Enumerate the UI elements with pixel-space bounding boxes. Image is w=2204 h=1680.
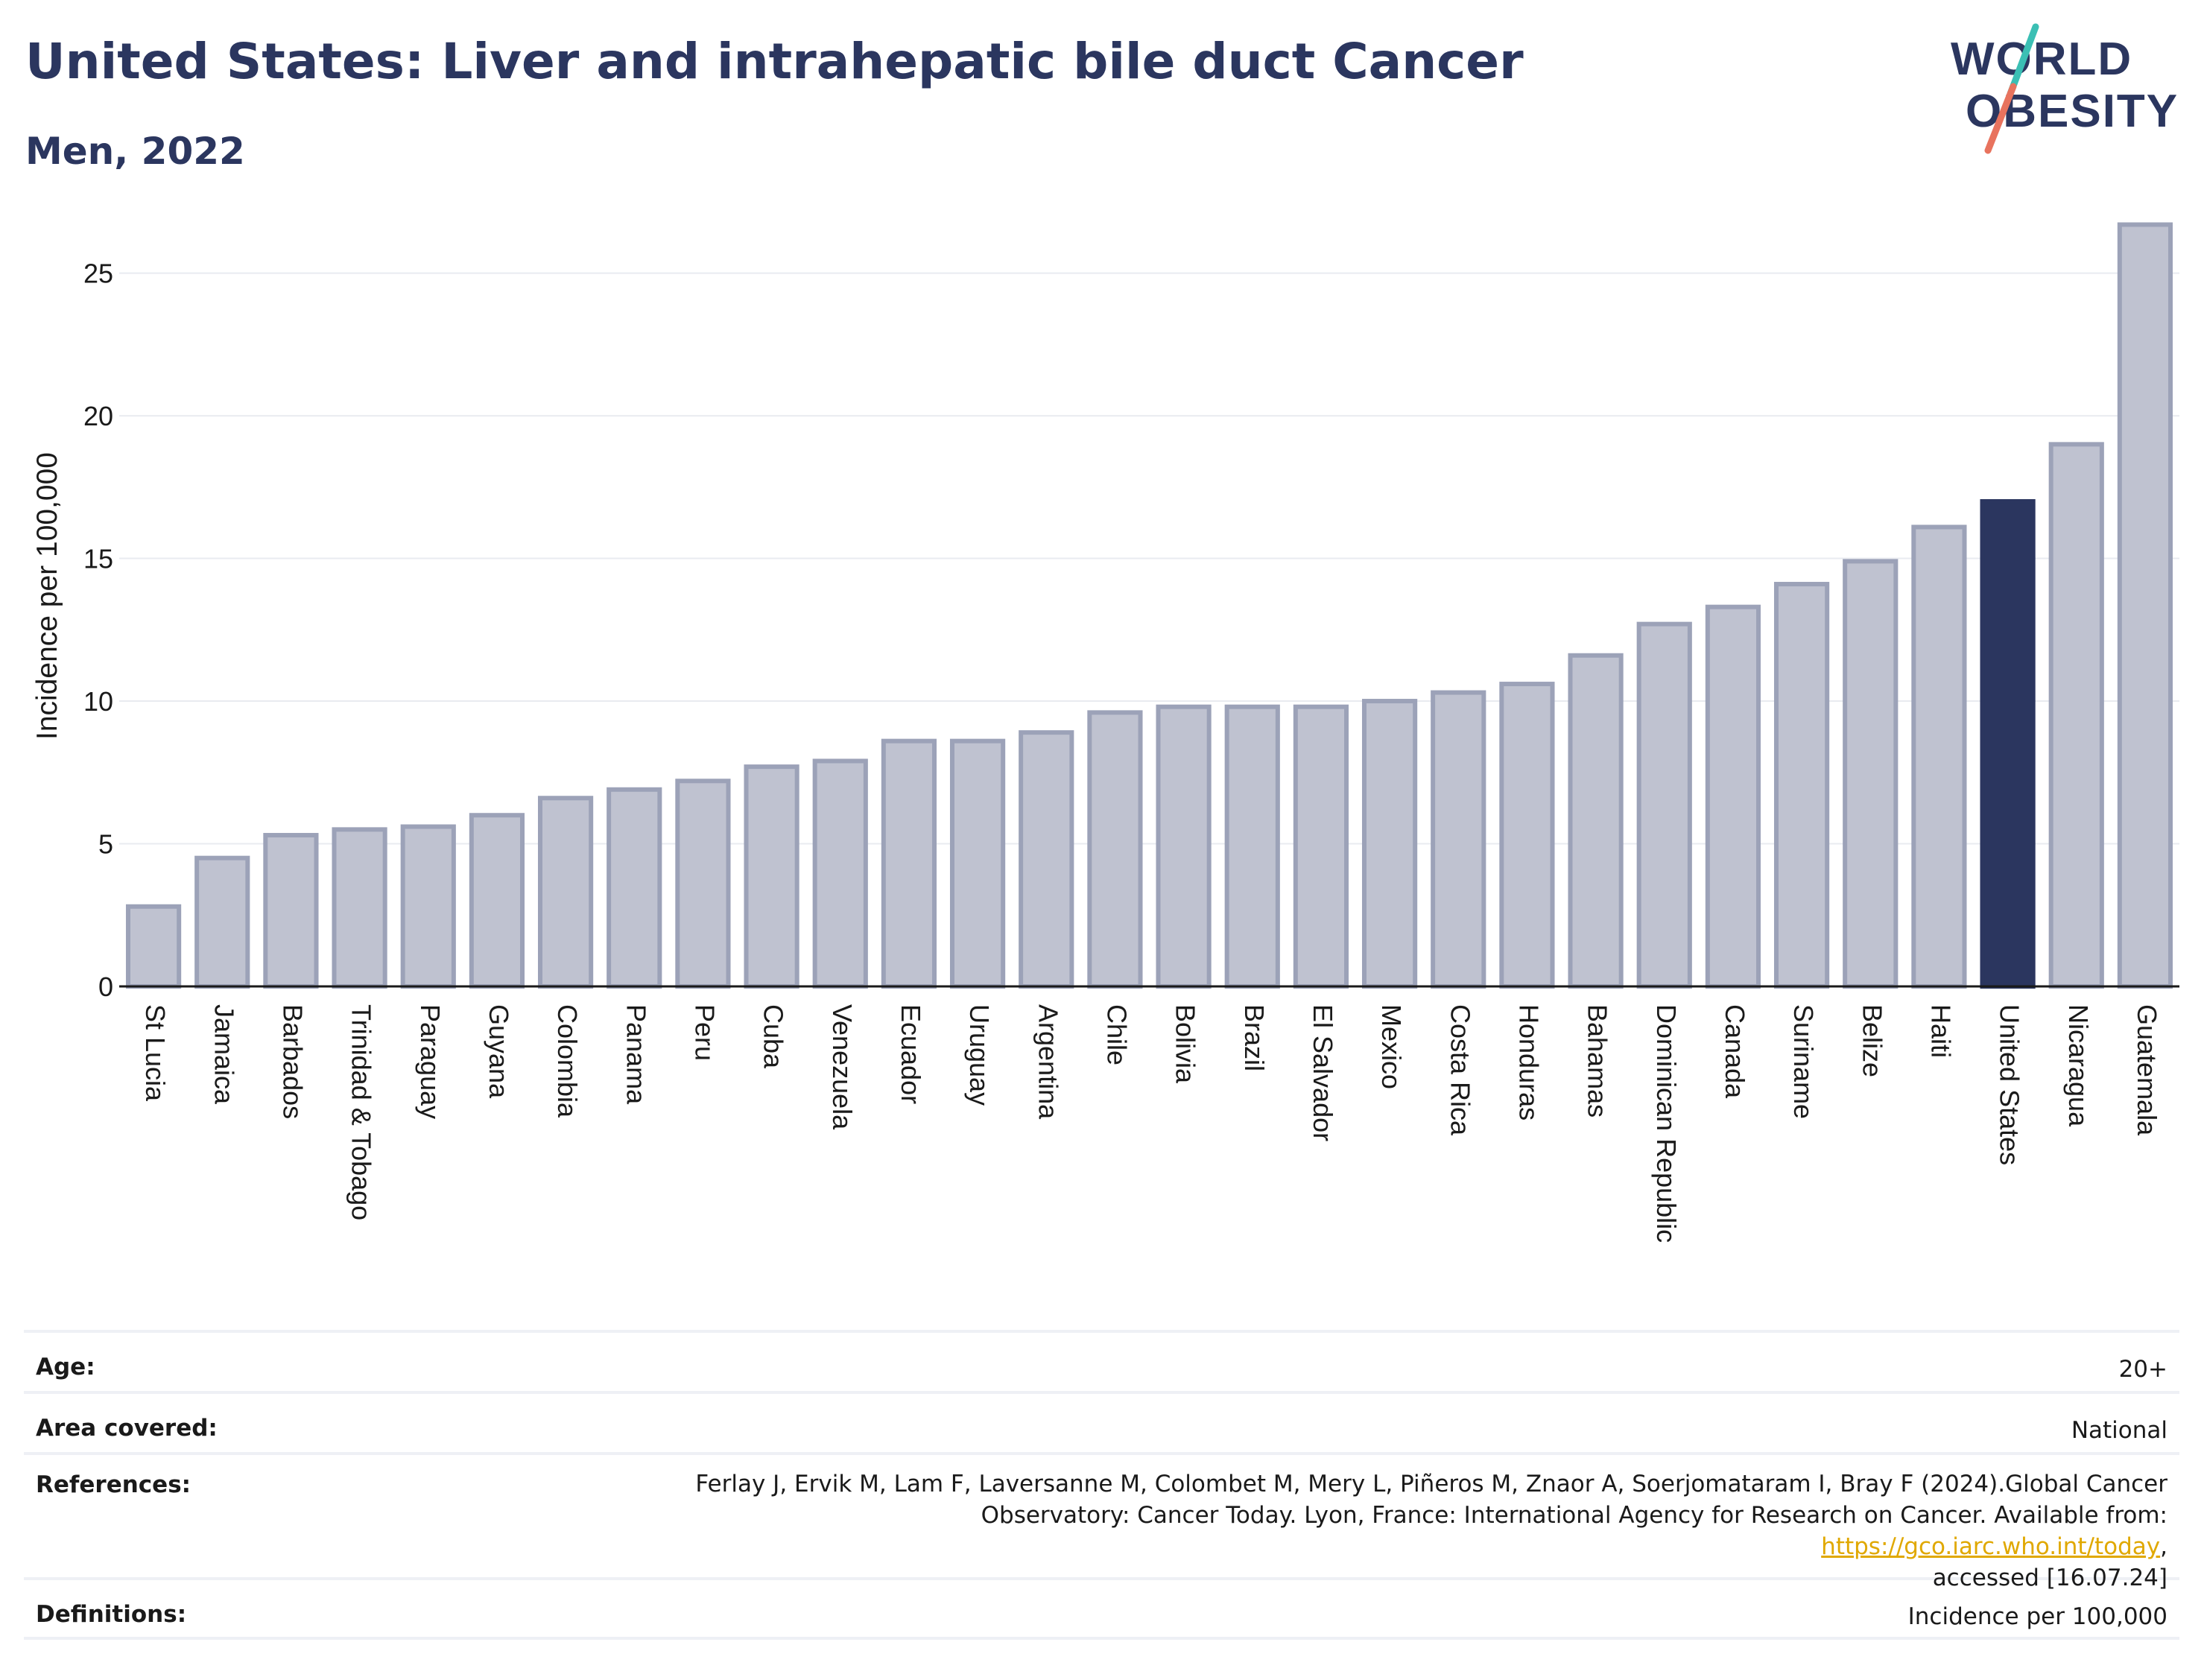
x-tick-label: Uruguay [964, 1004, 995, 1106]
x-tick-label: Dominican Republic [1651, 1004, 1682, 1243]
x-tick-label: Paraguay [415, 1004, 446, 1119]
bar-highlighted [1980, 498, 2036, 989]
bar [1773, 582, 1830, 989]
x-tick-label: Bolivia [1171, 1004, 1201, 1084]
metadata-table: Age: 20+ Area covered: National Referenc… [24, 1330, 2179, 1640]
x-tick-label: Cuba [759, 1004, 789, 1069]
x-tick-label: El Salvador [1308, 1004, 1338, 1141]
x-tick-label: Colombia [552, 1004, 583, 1118]
x-tick-label: Bahamas [1583, 1004, 1613, 1118]
x-tick-label: St Lucia [140, 1004, 171, 1102]
grid-layer [119, 272, 2179, 845]
x-tick-label: Guyana [484, 1004, 514, 1099]
x-tick-label: Haiti [1925, 1004, 1956, 1058]
meta-definitions-value: Incidence per 100,000 [1907, 1603, 2167, 1630]
y-tick-label: 10 [83, 686, 113, 717]
bar [469, 813, 525, 989]
bar [675, 779, 731, 989]
bar [812, 758, 868, 989]
x-tick-label: Honduras [1513, 1004, 1544, 1120]
meta-area-label: Area covered: [36, 1415, 218, 1442]
chart-title: United States: Liver and intrahepatic bi… [25, 33, 1524, 90]
y-tick-label: 20 [83, 401, 113, 431]
bar [1705, 604, 1761, 989]
logo-slash-coral [1984, 83, 2017, 154]
bar [1431, 690, 1486, 989]
references-link[interactable]: https://gco.iarc.who.int/today [1821, 1533, 2161, 1560]
bar [194, 855, 250, 989]
x-tick-label: Guatemala [2132, 1004, 2162, 1136]
bar [2048, 442, 2104, 989]
y-tick-label: 0 [98, 971, 113, 1002]
bar [744, 764, 799, 989]
y-tick-label: 15 [83, 544, 113, 574]
x-tick-label: Costa Rica [1445, 1004, 1475, 1136]
bar [537, 796, 594, 989]
meta-row-age: Age: 20+ [24, 1330, 2179, 1391]
bar-layer [125, 222, 2173, 989]
bar [332, 827, 387, 989]
bar [400, 824, 456, 989]
references-line-2-end: , [2160, 1533, 2167, 1560]
x-tick-label: Jamaica [209, 1004, 239, 1105]
bar [263, 833, 319, 989]
x-tick-label: Venezuela [827, 1004, 858, 1130]
x-tick-label: Chile [1101, 1004, 1132, 1065]
world-obesity-logo: WORLD OBESITY [1951, 23, 2177, 154]
bar [1019, 730, 1074, 989]
chart-subtitle: Men, 2022 [25, 130, 245, 173]
bar [1224, 704, 1280, 989]
references-line-3: accessed [16.07.24] [1932, 1565, 2167, 1591]
meta-age-label: Age: [36, 1354, 95, 1381]
x-tick-label: Barbados [277, 1004, 308, 1119]
meta-definitions-label: Definitions: [36, 1601, 187, 1628]
meta-references-label: References: [36, 1471, 191, 1498]
x-tick-label: Canada [1720, 1004, 1750, 1099]
x-tick-label: Panama [621, 1004, 651, 1105]
bar [1361, 699, 1418, 989]
bar [125, 904, 182, 989]
y-tick-label: 5 [98, 829, 113, 860]
y-axis-label: Incidence per 100,000 [31, 452, 63, 740]
x-tick-label: Trinidad & Tobago [346, 1004, 377, 1220]
meta-row-definitions: Definitions: Incidence per 100,000 [24, 1577, 2179, 1640]
bar-chart: 0 5 10 15 20 25 St Lucia Jamaica Barbados Trinida… [31, 222, 2179, 1243]
bar [2117, 222, 2173, 989]
axis-layer: 0 5 10 15 20 25 St Lucia Jamaica Barbados Trinida… [83, 259, 2179, 1243]
x-tick-label: Nicaragua [2063, 1004, 2094, 1127]
meta-row-references: References: Ferlay J, Ervik M, Lam F, La… [24, 1452, 2179, 1591]
x-tick-label: Belize [1857, 1004, 1887, 1077]
x-tick-label: United States [1995, 1004, 2025, 1165]
meta-area-value: National [2071, 1417, 2167, 1444]
bar [607, 787, 662, 989]
bar [949, 738, 1006, 989]
x-tick-label: Peru [689, 1004, 720, 1061]
bar [1843, 559, 1899, 989]
meta-row-area: Area covered: National [24, 1391, 2179, 1452]
meta-references-value: Ferlay J, Ervik M, Lam F, Laversanne M, … [640, 1468, 2167, 1594]
bar [1911, 524, 1967, 989]
references-line-2: Observatory: Cancer Today. Lyon, France:… [640, 1500, 2167, 1562]
x-tick-label: Argentina [1033, 1004, 1063, 1120]
bar [1636, 621, 1692, 989]
bar [1568, 653, 1624, 989]
references-line-1: Ferlay J, Ervik M, Lam F, Laversanne M, … [695, 1471, 2167, 1497]
bar [1293, 704, 1349, 989]
bar [1499, 682, 1555, 989]
x-tick-label: Suriname [1788, 1004, 1819, 1119]
bar [1156, 704, 1212, 989]
x-tick-label: Ecuador [896, 1004, 926, 1104]
bar [881, 738, 937, 989]
y-tick-label: 25 [83, 259, 113, 289]
logo-slash-teal [2007, 23, 2039, 98]
meta-age-value: 20+ [2118, 1356, 2167, 1383]
x-tick-label: Brazil [1239, 1004, 1270, 1071]
bar [1087, 710, 1143, 989]
x-tick-label: Mexico [1376, 1004, 1407, 1089]
logo-text-world: WORLD [1951, 34, 2132, 85]
references-line-2-text: Observatory: Cancer Today. Lyon, France:… [981, 1502, 2167, 1529]
